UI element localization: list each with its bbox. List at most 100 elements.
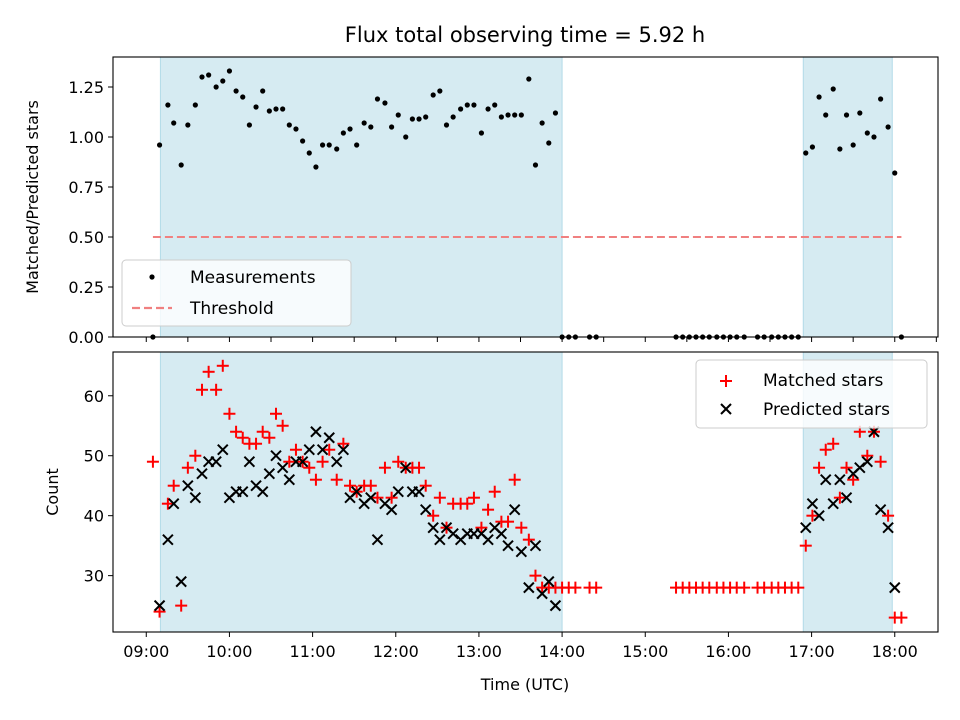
- matched-star-point: [153, 605, 166, 618]
- measurement-point: [347, 126, 353, 132]
- predicted-stars-points: [153, 426, 901, 612]
- matched-star-point: [216, 359, 229, 372]
- predicted-star-point: [495, 527, 508, 540]
- top-axes-frame: [112, 56, 939, 338]
- predicted-star-point: [834, 474, 846, 486]
- measurement-point: [857, 110, 863, 116]
- top-ylabel: Matched/Predicted stars: [23, 100, 42, 294]
- matched-star-point: [522, 533, 535, 546]
- matched-star-point: [309, 473, 322, 486]
- measurement-point: [260, 88, 266, 94]
- matched-star-point: [833, 491, 846, 504]
- matched-star-point: [210, 383, 223, 396]
- measurement-point: [464, 102, 470, 108]
- measurement-point: [539, 120, 545, 126]
- matched-star-point: [378, 461, 391, 474]
- x-tick-label: 11:00: [290, 642, 336, 661]
- measurement-point: [300, 138, 306, 144]
- predicted-star-point: [331, 456, 343, 468]
- predicted-star-point: [337, 444, 350, 456]
- legend-matched-label: Matched stars: [763, 371, 883, 391]
- predicted-star-point: [419, 503, 432, 516]
- matched-star-point: [840, 461, 853, 474]
- predicted-star-point: [482, 533, 494, 546]
- legend-predicted-marker: [720, 403, 732, 415]
- predicted-star-point: [820, 474, 832, 486]
- measurement-point: [518, 112, 524, 118]
- matched-star-point: [738, 581, 751, 594]
- measurement-point: [864, 130, 870, 136]
- measurement-point: [892, 170, 898, 176]
- measurement-point: [374, 96, 381, 102]
- predicted-star-point: [385, 503, 398, 516]
- measurement-point: [458, 106, 464, 112]
- predicted-star-point: [323, 432, 335, 444]
- matched-star-point: [289, 443, 302, 456]
- matched-star-point: [847, 473, 860, 486]
- bottom-y-tick-label: 60: [84, 387, 104, 406]
- predicted-star-point: [283, 474, 296, 486]
- bottom-panel: 09:00 10:00 11:00 12:00 13:00 14:00 15:00 16:00…: [43, 351, 939, 694]
- matched-star-point: [433, 491, 446, 504]
- measurement-point: [319, 142, 326, 148]
- x-tick-label: 10:00: [206, 642, 252, 661]
- measurement-point: [478, 130, 485, 136]
- measurement-point: [803, 150, 809, 156]
- measurement-point: [809, 144, 816, 150]
- measurement-point: [505, 112, 511, 118]
- top-panel: 0.00 0.25 0.50 0.75 1.00 1.25 Matched/Predict…: [23, 56, 939, 347]
- matched-star-point: [813, 461, 826, 474]
- matched-star-point: [256, 425, 269, 438]
- matched-star-point: [316, 455, 329, 468]
- matched-star-point: [427, 509, 440, 522]
- predicted-star-point: [529, 539, 542, 552]
- top-y-tick-label: 0.50: [68, 228, 104, 247]
- predicted-star-point: [371, 533, 384, 546]
- matched-star-point: [270, 407, 283, 420]
- measurement-point: [266, 108, 272, 114]
- measurement-point: [368, 124, 374, 130]
- measurement-point: [532, 162, 539, 168]
- matched-star-point: [337, 437, 350, 450]
- measurement-point: [233, 88, 239, 94]
- chart-title: Flux total observing time = 5.92 h: [345, 23, 705, 47]
- measurement-point: [403, 134, 409, 140]
- measurement-point: [286, 122, 292, 128]
- measurement-point: [382, 100, 388, 106]
- predicted-star-point: [189, 491, 202, 504]
- x-tick-label: 09:00: [123, 642, 169, 661]
- predicted-star-point: [508, 503, 521, 516]
- matched-star-point: [344, 479, 357, 492]
- predicted-star-point: [515, 545, 528, 558]
- matched-star-point: [263, 431, 276, 444]
- top-y-tick-label: 1.00: [68, 128, 104, 147]
- measurement-point: [326, 142, 332, 148]
- bottom-ylabel: Count: [43, 468, 62, 516]
- top-legend: Measurements Threshold: [121, 259, 352, 327]
- top-y-tick-label: 1.25: [68, 78, 104, 97]
- predicted-star-point: [303, 444, 315, 456]
- measurement-point: [253, 104, 259, 110]
- measurement-point: [437, 88, 443, 94]
- matched-star-point: [283, 455, 296, 468]
- predicted-star-point: [882, 521, 894, 534]
- matched-star-point: [236, 431, 249, 444]
- measurement-point: [871, 134, 877, 140]
- measurement-point: [313, 164, 319, 170]
- top-observing-window: [802, 56, 893, 338]
- measurement-point: [293, 126, 299, 132]
- predicted-star-point: [434, 533, 446, 546]
- measurement-point: [416, 116, 422, 122]
- bottom-y-tick-label: 40: [84, 507, 104, 526]
- x-tick-label: 17:00: [789, 642, 835, 661]
- matched-star-point: [508, 473, 521, 486]
- measurement-point: [546, 140, 552, 146]
- predicted-star-point: [182, 479, 194, 492]
- matched-star-point: [276, 419, 289, 432]
- matched-star-point: [392, 455, 405, 468]
- measurement-point: [830, 86, 836, 92]
- measurement-point: [443, 122, 450, 128]
- matched-star-point: [202, 365, 215, 378]
- predicted-star-point: [447, 527, 459, 540]
